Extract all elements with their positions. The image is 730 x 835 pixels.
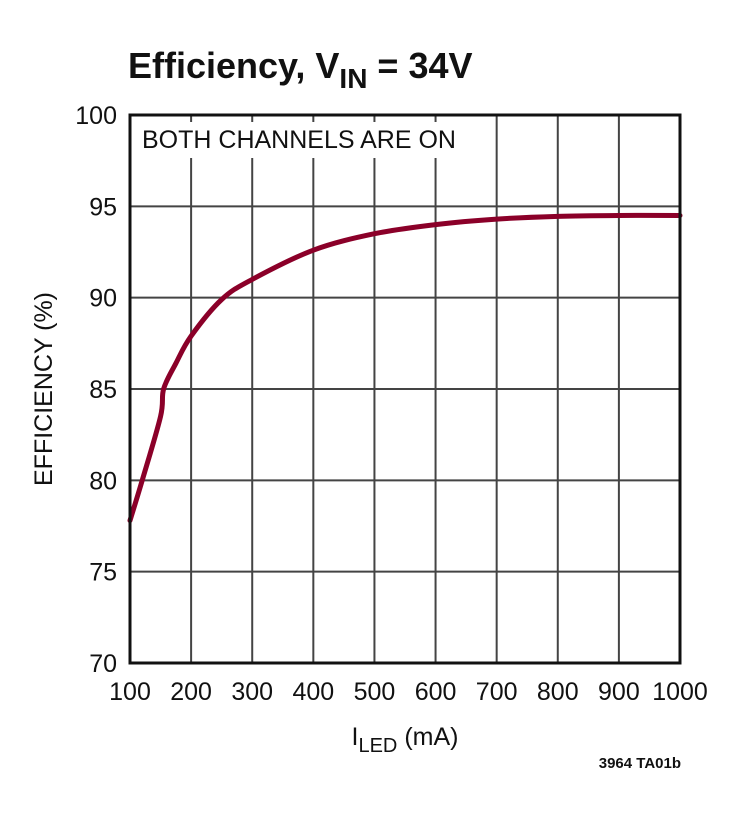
y-tick-label: 100 xyxy=(75,102,117,130)
x-tick-label: 600 xyxy=(415,678,457,706)
x-tick-label: 1000 xyxy=(652,678,708,706)
x-tick-label: 900 xyxy=(598,678,640,706)
y-tick-label: 95 xyxy=(89,193,117,221)
x-tick-label: 700 xyxy=(476,678,518,706)
x-tick-label: 100 xyxy=(109,678,151,706)
y-axis-label: EFFICIENCY (%) xyxy=(30,292,58,486)
efficiency-curve xyxy=(127,212,683,524)
annotation: BOTH CHANNELS ARE ON xyxy=(142,126,456,154)
chart-title: Efficiency, VIN = 34V xyxy=(128,45,473,94)
grid xyxy=(129,114,681,664)
y-tick-label: 90 xyxy=(89,285,117,313)
x-axis-label: ILED (mA) xyxy=(352,723,459,757)
y-tick-label: 80 xyxy=(89,467,117,495)
y-tick-label: 85 xyxy=(89,376,117,404)
footnote: 3964 TA01b xyxy=(599,755,681,772)
x-tick-label: 500 xyxy=(354,678,396,706)
y-tick-label: 70 xyxy=(89,650,117,678)
x-tick-label: 400 xyxy=(292,678,334,706)
y-tick-label: 75 xyxy=(89,559,117,587)
x-tick-label: 200 xyxy=(170,678,212,706)
x-tick-label: 800 xyxy=(537,678,579,706)
plot-frame xyxy=(128,113,682,665)
x-tick-label: 300 xyxy=(231,678,273,706)
